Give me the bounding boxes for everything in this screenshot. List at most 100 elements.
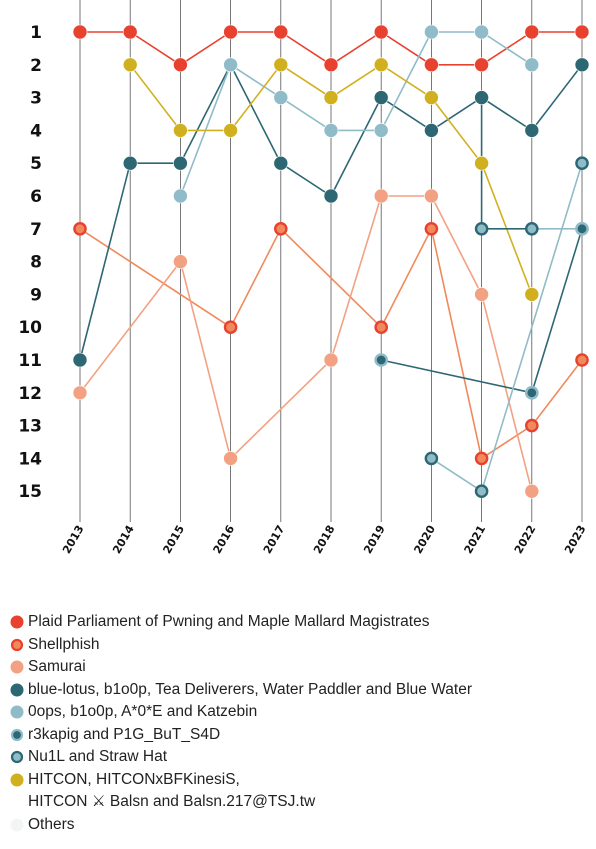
series-point: [72, 385, 88, 401]
series-point: [575, 221, 589, 236]
series-line-segment: [531, 228, 583, 394]
legend-label: HITCON, HITCONxBFKinesiS, HITCON ⚔ Balsn…: [28, 770, 316, 811]
series-point: [323, 90, 339, 105]
series-point: [373, 24, 389, 40]
series-point: [525, 418, 539, 433]
series-line-segment: [480, 162, 583, 492]
series-point: [122, 155, 138, 171]
legend-marker-icon: [10, 724, 28, 747]
series-line-segment: [330, 31, 382, 66]
rank-tick-label: 13: [18, 417, 42, 437]
legend-item: blue-lotus, b1o0p, Tea Deliverers, Water…: [10, 679, 590, 702]
series-line-segment: [380, 64, 432, 99]
series-line-segment: [481, 424, 533, 460]
series-point: [173, 57, 188, 73]
series-point: [323, 57, 339, 73]
legend-label: Nu1L and Straw Hat: [28, 748, 168, 765]
year-tick-label: 2013: [60, 523, 87, 556]
series-line-segment: [79, 228, 232, 328]
series-lines: [79, 31, 583, 492]
rank-tick-label: 5: [30, 154, 42, 174]
series-point: [474, 155, 489, 171]
series-point: [73, 221, 87, 236]
series-point: [173, 254, 188, 269]
series-line-segment: [280, 64, 332, 99]
series-point: [373, 123, 389, 138]
rank-tick-label: 1: [30, 23, 42, 43]
legend-item: HITCON, HITCONxBFKinesiS, HITCON ⚔ Balsn…: [10, 769, 590, 814]
series-line-segment: [430, 195, 483, 295]
rank-tick-label: 15: [18, 482, 42, 502]
series-point: [424, 57, 439, 73]
series-point: [173, 188, 188, 204]
series-line-segment: [330, 64, 382, 99]
series-line-segment: [229, 64, 282, 131]
series-line-segment: [380, 228, 433, 328]
series-point: [323, 123, 339, 138]
series-point: [373, 90, 389, 105]
rank-tick-label: 14: [18, 449, 42, 469]
series-point: [525, 221, 539, 236]
legend-item: r3kapig and P1G_BuT_S4D: [10, 724, 590, 747]
year-tick-label: 2020: [411, 523, 438, 556]
legend-marker-icon: [10, 634, 28, 657]
legend-marker-icon: [10, 746, 28, 769]
legend-label: Shellphish: [28, 635, 100, 653]
series-line-segment: [280, 228, 382, 328]
series-points: [72, 24, 590, 499]
series-point: [223, 320, 238, 335]
rank-tick-label: 4: [30, 121, 42, 141]
rank-tick-label: 12: [18, 384, 42, 404]
year-tick-label: 2021: [462, 523, 489, 556]
series-line-segment: [531, 359, 583, 427]
series-point: [424, 451, 439, 466]
series-point: [474, 287, 489, 302]
legend-item: Nu1L and Straw Hat: [10, 746, 590, 769]
series-point: [122, 57, 138, 73]
series-line-segment: [280, 31, 332, 66]
series-point: [173, 123, 188, 138]
series-line-segment: [179, 64, 232, 164]
series-point: [575, 353, 589, 367]
series-line-segment: [480, 294, 533, 492]
year-tick-label: 2023: [562, 523, 589, 556]
rank-tick-label: 7: [30, 220, 42, 240]
series-line-segment: [531, 64, 583, 131]
rank-tick-label: 3: [30, 89, 42, 109]
series-line-segment: [229, 228, 282, 328]
rank-tick-label: 11: [18, 351, 42, 371]
year-tick-label: 2014: [110, 523, 137, 556]
series-line-segment: [79, 261, 182, 394]
series-point: [524, 57, 540, 73]
series-point: [223, 451, 238, 466]
legend-marker-icon: [10, 701, 28, 724]
series-point: [524, 483, 540, 499]
series-point: [374, 353, 389, 367]
series-line-segment: [380, 31, 432, 66]
series-point: [474, 24, 489, 40]
series-point: [424, 90, 439, 105]
series-point: [474, 90, 489, 105]
series-line-segment: [481, 96, 533, 132]
legend-marker-icon: [10, 656, 28, 679]
rank-tick-label: 2: [30, 56, 42, 76]
series-line-segment: [230, 64, 282, 99]
series-line-segment: [381, 359, 532, 394]
year-axis: 2013 2014 2015 2016 2017 2018 2019 2020 2021 2022…: [60, 523, 589, 556]
legend-marker-icon: [10, 769, 28, 792]
series-point: [424, 123, 439, 138]
series-line-segment: [280, 162, 332, 197]
series-point: [424, 24, 439, 40]
legend-item: Others: [10, 814, 590, 837]
series-line-segment: [481, 31, 533, 66]
series-point: [524, 24, 540, 40]
series-point: [223, 24, 238, 40]
rank-tick-label: 6: [30, 187, 42, 207]
series-line-segment: [129, 31, 181, 66]
year-tick-label: 2018: [311, 523, 338, 556]
series-point: [273, 155, 289, 171]
series-point: [273, 221, 288, 236]
series-line-segment: [430, 228, 483, 459]
legend-label: r3kapig and P1G_BuT_S4D: [28, 725, 221, 743]
